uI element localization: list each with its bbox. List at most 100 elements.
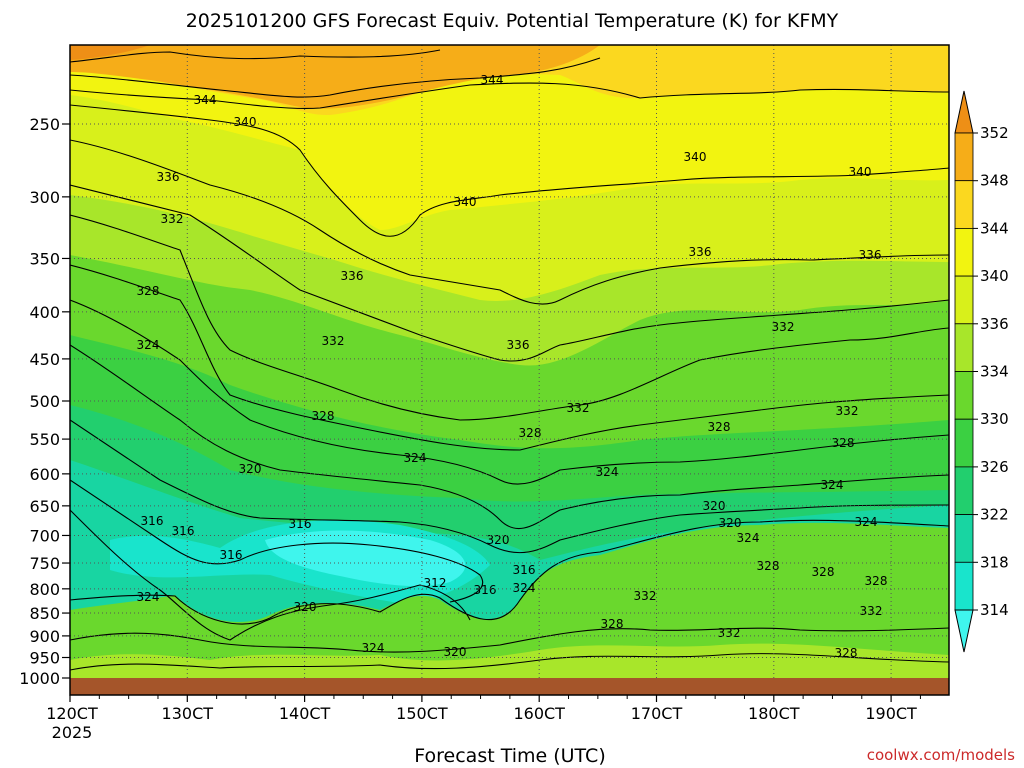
colorbar: 352 348 344 340 336 334 330 326 322 318 314	[954, 90, 1009, 653]
contour-label: 320	[487, 533, 510, 547]
contour-label-text: 328	[812, 565, 835, 579]
contour-label: 316	[220, 548, 243, 562]
colorbar-segment	[954, 227, 974, 277]
contour-label-text: 316	[289, 517, 312, 531]
contour-label-text: 332	[772, 320, 795, 334]
x-axis: 120CT 130CT 140CT 150CT 160CT 170CT 180CT 190CT	[46, 695, 921, 723]
y-tick-label: 350	[29, 249, 60, 268]
contour-label-text: 328	[519, 426, 542, 440]
band-348-352	[70, 45, 600, 109]
contour-label: 328	[519, 426, 542, 440]
x-axis-label: Forecast Time (UTC)	[414, 745, 605, 767]
contour-label-text: 336	[859, 248, 882, 262]
x-tick-label: 180CT	[748, 704, 800, 723]
contour-label: 336	[859, 248, 882, 262]
contour-label-text: 324	[821, 478, 844, 492]
colorbar-segment	[954, 275, 974, 325]
x-tick-label: 170CT	[631, 704, 683, 723]
y-tick-label: 300	[29, 188, 60, 207]
contour-label: 328	[835, 646, 858, 660]
contour-label: 332	[322, 334, 345, 348]
colorbar-label: 334	[980, 363, 1009, 381]
x-tick-label: 120CT	[46, 704, 98, 723]
y-tick-label: 450	[29, 350, 60, 369]
contour-label-text: 316	[220, 548, 243, 562]
contour-label: 324	[362, 641, 385, 655]
contour-label: 328	[601, 617, 624, 631]
contour-label-text: 324	[362, 641, 385, 655]
contour-label-text: 336	[341, 269, 364, 283]
colorbar-label: 348	[980, 172, 1009, 190]
y-tick-label: 500	[29, 392, 60, 411]
contour-label-text: 316	[513, 563, 536, 577]
colorbar-label: 340	[980, 267, 1009, 285]
contour-label-text: 328	[601, 617, 624, 631]
contour-label-text: 324	[137, 338, 160, 352]
colorbar-segment	[954, 180, 974, 229]
contour-label-text: 320	[719, 516, 742, 530]
contour-label-text: 332	[634, 589, 657, 603]
contour-label-text: 316	[141, 514, 164, 528]
y-tick-label: 600	[29, 465, 60, 484]
x-tick-label: 140CT	[279, 704, 331, 723]
contour-label-text: 328	[757, 559, 780, 573]
contour-label: 320	[294, 600, 317, 614]
contour-label-text: 328	[137, 284, 160, 298]
contour-label-text: 336	[507, 338, 530, 352]
contour-label: 320	[719, 516, 742, 530]
colorbar-segment	[954, 466, 974, 515]
y-tick-label: 550	[29, 430, 60, 449]
contour-label: 316	[474, 583, 497, 597]
contour-label: 316	[289, 517, 312, 531]
colorbar-segment	[954, 323, 974, 372]
colorbar-label: 336	[980, 315, 1009, 333]
contour-label-text: 344	[481, 73, 504, 87]
contour-label: 316	[513, 563, 536, 577]
contour-label: 340	[234, 115, 257, 129]
contour-label-text: 324	[855, 515, 878, 529]
contour-label: 332	[836, 404, 859, 418]
grid-lines	[70, 45, 949, 695]
contour-lines	[70, 49, 949, 671]
contour-label: 324	[737, 531, 760, 545]
x-tick-label: 190CT	[865, 704, 917, 723]
contour-label: 332	[860, 604, 883, 618]
colorbar-label: 314	[980, 601, 1009, 619]
colorbar-label: 330	[980, 410, 1009, 428]
contour-label: 340	[849, 165, 872, 179]
y-tick-label: 250	[29, 115, 60, 134]
colorbar-segment	[954, 561, 974, 611]
colorbar-label: 322	[980, 506, 1009, 524]
contour-label: 332	[161, 212, 184, 226]
contour-label-text: 328	[835, 646, 858, 660]
contour-label: 328	[757, 559, 780, 573]
contour-label-text: 324	[596, 465, 619, 479]
contour-label: 316	[172, 524, 195, 538]
colorbar-segment	[954, 418, 974, 468]
y-tick-label: 800	[29, 580, 60, 599]
contour-label-text: 332	[567, 401, 590, 415]
contour-label-text: 340	[454, 195, 477, 209]
contour-label: 336	[507, 338, 530, 352]
y-tick-label: 750	[29, 554, 60, 573]
contour-label: 328	[312, 409, 335, 423]
contour-label: 324	[137, 590, 160, 604]
colorbar-segment	[954, 514, 974, 563]
colorbar-label: 352	[980, 124, 1009, 142]
colorbar-bottom-arrow	[954, 609, 974, 653]
contour-label-text: 320	[444, 645, 467, 659]
contour-label: 336	[341, 269, 364, 283]
x-axis-year: 2025	[52, 723, 93, 742]
contour-label-text: 340	[234, 115, 257, 129]
credit-label: coolwx.com/models	[867, 746, 1015, 764]
contour-label: 324	[137, 338, 160, 352]
contour-label-text: 340	[849, 165, 872, 179]
colorbar-top-arrow	[954, 90, 974, 134]
chart-title: 2025101200 GFS Forecast Equiv. Potential…	[186, 10, 839, 32]
contour-label: 320	[239, 462, 262, 476]
y-tick-label: 700	[29, 526, 60, 545]
band-310-314	[265, 530, 466, 587]
colorbar-label: 326	[980, 458, 1009, 476]
contour-label-text: 316	[474, 583, 497, 597]
contour-label: 324	[513, 581, 536, 595]
